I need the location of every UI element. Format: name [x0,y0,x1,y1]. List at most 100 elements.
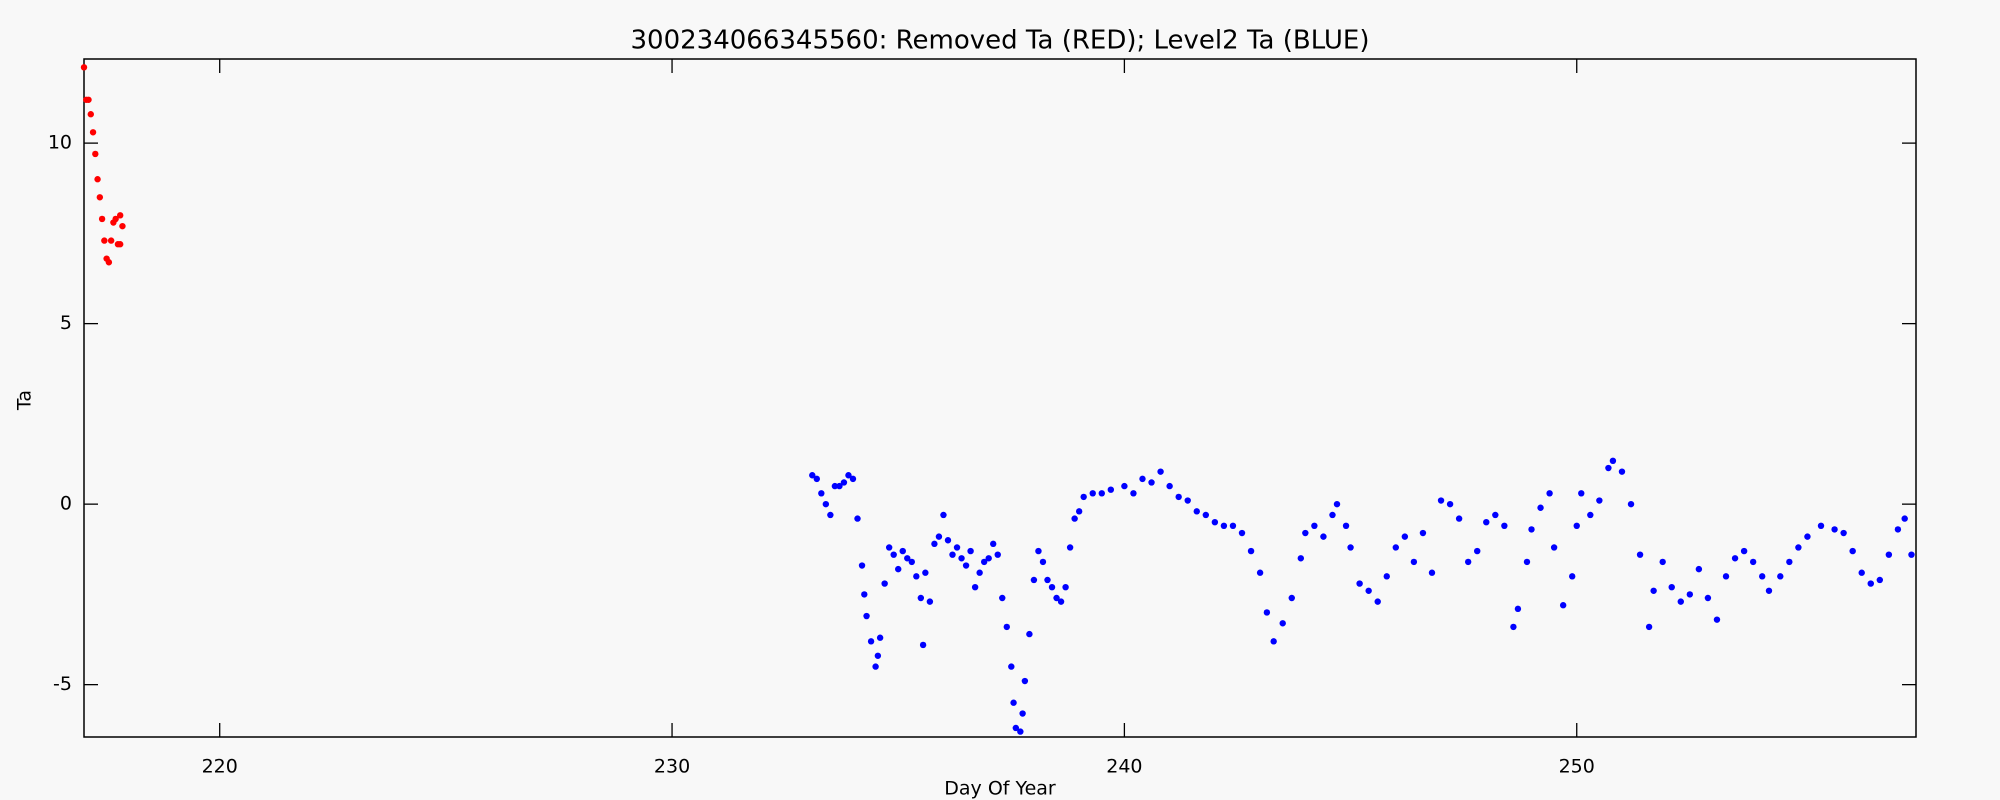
data-point [931,540,938,548]
data-point [98,215,106,223]
data-point [1021,677,1029,685]
data-point [919,641,927,649]
data-point [958,555,965,562]
data-point [1464,558,1472,566]
data-point [1270,638,1277,645]
data-point [1256,569,1264,576]
data-point [1098,490,1105,497]
data-point [990,540,997,548]
data-point [899,547,906,555]
data-point [1537,504,1544,511]
data-point [1731,555,1739,562]
data-point [1894,526,1902,533]
data-point [1559,602,1567,609]
data-point [1569,573,1576,580]
data-point [1012,724,1020,732]
data-point [1017,728,1024,735]
data-point [1777,573,1784,580]
data-point [1722,573,1730,580]
data-point [962,562,970,569]
data-point [1636,551,1644,558]
data-point [1247,547,1255,555]
data-point [1474,547,1481,555]
data-point [1885,551,1893,558]
data-point [944,537,952,544]
data-point [881,580,888,587]
data-point [92,150,99,158]
data-point [1587,511,1594,519]
data-point [1211,518,1219,526]
data-point [1229,522,1237,530]
data-point [1356,580,1363,587]
data-point [1066,544,1074,551]
data-point [1901,515,1908,522]
data-point [1288,594,1295,602]
data-point [1333,500,1341,508]
y-tick-label: 0 [60,493,72,515]
data-point [908,558,915,566]
data-point [1609,457,1617,465]
data-point [89,129,97,136]
data-point [818,490,825,497]
data-point [1523,558,1531,566]
data-point [119,222,126,230]
data-point [831,482,839,490]
data-point [1437,497,1445,504]
data-point [1876,576,1884,584]
data-point [1003,623,1010,631]
data-point [1410,558,1418,566]
data-point [872,663,879,670]
data-point [85,96,92,103]
y-tick-label: 5 [60,312,72,334]
x-tick-label: 220 [202,756,238,778]
data-point [980,558,988,566]
data-point [1089,490,1096,497]
data-point [1546,490,1553,497]
data-point [1695,565,1703,573]
data-point [116,241,124,248]
data-point [1279,620,1286,627]
data-point [858,562,866,569]
data-point [1184,497,1191,504]
data-point [1311,522,1318,530]
data-point [1514,605,1522,613]
data-point [885,544,893,551]
data-point [1804,533,1811,540]
data-point [836,482,843,490]
data-point [1297,555,1305,562]
y-axis-label: Ta [14,390,36,411]
chart-title: 300234066345560: Removed Ta (RED); Level… [630,26,1369,56]
data-point [1401,533,1409,540]
data-point [1578,490,1585,497]
data-point [1010,699,1017,706]
data-point [999,594,1006,602]
data-point [1765,587,1773,594]
data-point [1618,468,1626,475]
data-point [1148,479,1155,486]
data-point [1455,515,1463,522]
data-point [1071,515,1078,522]
data-point [890,551,897,558]
data-point [1238,529,1246,537]
data-point [1677,598,1684,605]
data-point [971,583,979,591]
data-point [1193,508,1200,515]
data-point [1383,573,1390,580]
data-point [1035,547,1042,555]
data-point [1075,508,1083,515]
data-point [822,500,830,508]
y-tick-label: 10 [48,132,72,154]
data-point [1627,500,1635,508]
data-point [1347,544,1354,551]
data-point [845,472,852,479]
data-point [1704,594,1712,602]
data-point [1686,591,1694,598]
data-point [1659,558,1666,566]
data-point [1713,616,1721,623]
data-point [809,472,816,479]
data-point [1446,500,1454,508]
data-point [949,551,956,558]
data-point [1202,511,1210,519]
data-point [1831,526,1838,533]
